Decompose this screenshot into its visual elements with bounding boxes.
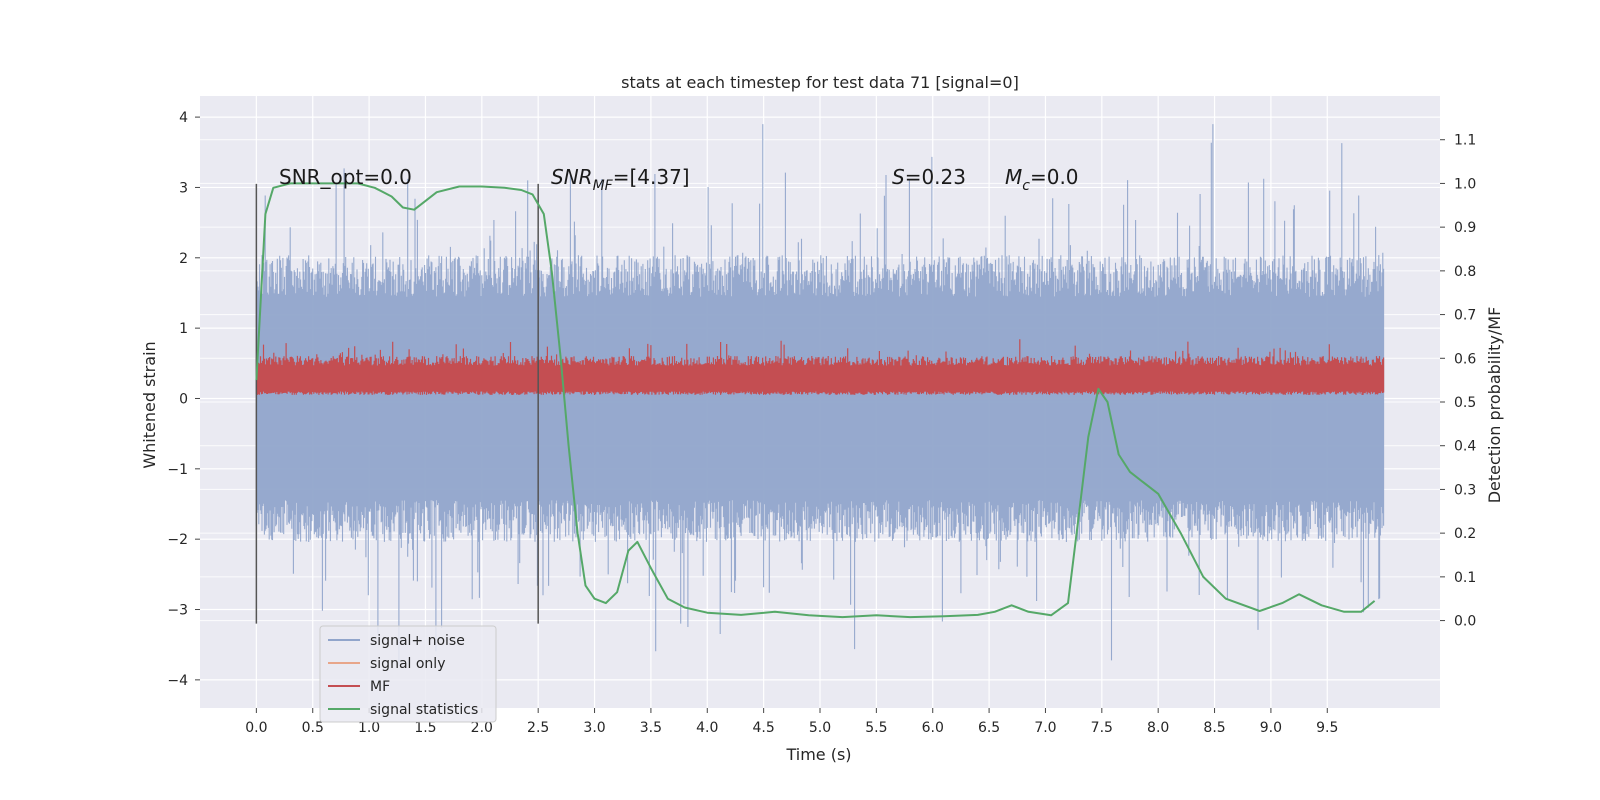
x-tick-label: 6.0 xyxy=(922,720,944,736)
legend-box xyxy=(319,625,497,723)
y-right-tick-label: 0.3 xyxy=(1454,482,1476,498)
y-right-tick-label: 1.0 xyxy=(1454,176,1476,192)
annotation-snr-opt: SNR_opt=0.0 xyxy=(279,165,412,189)
x-tick-label: 1.5 xyxy=(414,720,436,736)
y-right-tick-label: 0.1 xyxy=(1454,570,1476,586)
legend-label-signal-only: signal only xyxy=(370,656,445,672)
series-signal-statistics xyxy=(255,182,1376,619)
x-tick-label: 7.5 xyxy=(1091,720,1113,736)
annotation-s-main: S xyxy=(892,165,905,189)
y-tick-label: −4 xyxy=(167,673,188,689)
annotation-snr-mf: SNRMF=[4.37] xyxy=(551,165,690,194)
legend-label-signal-noise: signal+ noise xyxy=(370,633,465,649)
x-tick-label: 3.5 xyxy=(640,720,662,736)
x-tick-labels: 0.0 0.5 1.0 1.5 2.0 2.5 3.0 3.5 4.0 4.5 5.0 5.5 6.0 6… xyxy=(245,708,1338,736)
y-right-tick-label: 0.8 xyxy=(1454,264,1476,280)
y-right-axis-label: Detection probability/MF xyxy=(1485,307,1504,504)
x-tick-label: 9.0 xyxy=(1260,720,1282,736)
y-axis-label: Whitened strain xyxy=(140,341,159,468)
chart-title: stats at each timestep for test data 71 … xyxy=(621,73,1019,92)
x-tick-label: 4.0 xyxy=(696,720,718,736)
y-right-tick-label: 1.1 xyxy=(1454,133,1476,149)
annotations: SNR_opt=0.0 SNRMF=[4.37] S=0.23 Mc=0.0 xyxy=(279,165,1079,194)
x-tick-label: 7.0 xyxy=(1034,720,1056,736)
y-tick-labels: 4 3 2 1 0 −1 −2 −3 −4 xyxy=(167,110,200,689)
y-tick-label: −2 xyxy=(167,532,188,548)
x-tick-label: 3.0 xyxy=(583,720,605,736)
annotation-s-value: =0.23 xyxy=(905,165,966,189)
x-tick-label: 0.5 xyxy=(302,720,324,736)
x-tick-label: 8.0 xyxy=(1147,720,1169,736)
x-axis-label: Time (s) xyxy=(785,745,851,764)
annotation-mc-sub: c xyxy=(1022,178,1030,194)
y-tick-label: 2 xyxy=(179,251,188,267)
y-tick-label: 0 xyxy=(179,391,188,407)
y-right-tick-label: 0.0 xyxy=(1454,614,1476,630)
annotation-snr-mf-sub: MF xyxy=(593,178,614,194)
x-tick-label: 4.5 xyxy=(753,720,775,736)
y-tick-label: 3 xyxy=(179,180,188,196)
annotation-mc-main: M xyxy=(1005,165,1022,189)
y-tick-label: −3 xyxy=(167,603,188,619)
legend-label-mf: MF xyxy=(370,679,390,695)
x-tick-label: 8.5 xyxy=(1203,720,1225,736)
y-right-tick-label: 0.2 xyxy=(1454,526,1476,542)
annotation-s: S=0.23 xyxy=(892,165,966,189)
y-right-tick-labels: 1.1 1.0 0.9 0.8 0.7 0.6 0.5 0.4 0.3 0.2 0.1 0.0 xyxy=(1440,133,1476,630)
y-right-tick-label: 0.4 xyxy=(1454,439,1476,455)
x-tick-label: 5.5 xyxy=(865,720,887,736)
vertical-markers xyxy=(255,183,539,624)
x-tick-label: 2.0 xyxy=(471,720,493,736)
y-tick-label: −1 xyxy=(167,462,188,478)
y-tick-label: 1 xyxy=(179,321,188,337)
x-tick-label: 9.5 xyxy=(1316,720,1338,736)
annotation-mc: Mc=0.0 xyxy=(1005,165,1079,194)
y-right-tick-label: 0.6 xyxy=(1454,351,1476,367)
y-right-tick-label: 0.7 xyxy=(1454,308,1476,324)
x-tick-label: 0.0 xyxy=(245,720,267,736)
signal-statistics-line xyxy=(255,182,1376,619)
x-tick-label: 1.0 xyxy=(358,720,380,736)
y-tick-label: 4 xyxy=(179,110,188,126)
x-tick-label: 6.5 xyxy=(978,720,1000,736)
y-right-tick-label: 0.5 xyxy=(1454,395,1476,411)
x-tick-label: 5.0 xyxy=(809,720,831,736)
x-tick-label: 2.5 xyxy=(527,720,549,736)
legend-label-signal-statistics: signal statistics xyxy=(370,702,478,718)
legend: signal+ noise signal only MF signal stat… xyxy=(319,625,497,723)
annotation-mc-value: =0.0 xyxy=(1030,165,1079,189)
annotation-snr-mf-value: =[4.37] xyxy=(613,165,690,189)
annotation-snr-mf-main: SNR xyxy=(551,165,593,189)
y-right-tick-label: 0.9 xyxy=(1454,220,1476,236)
